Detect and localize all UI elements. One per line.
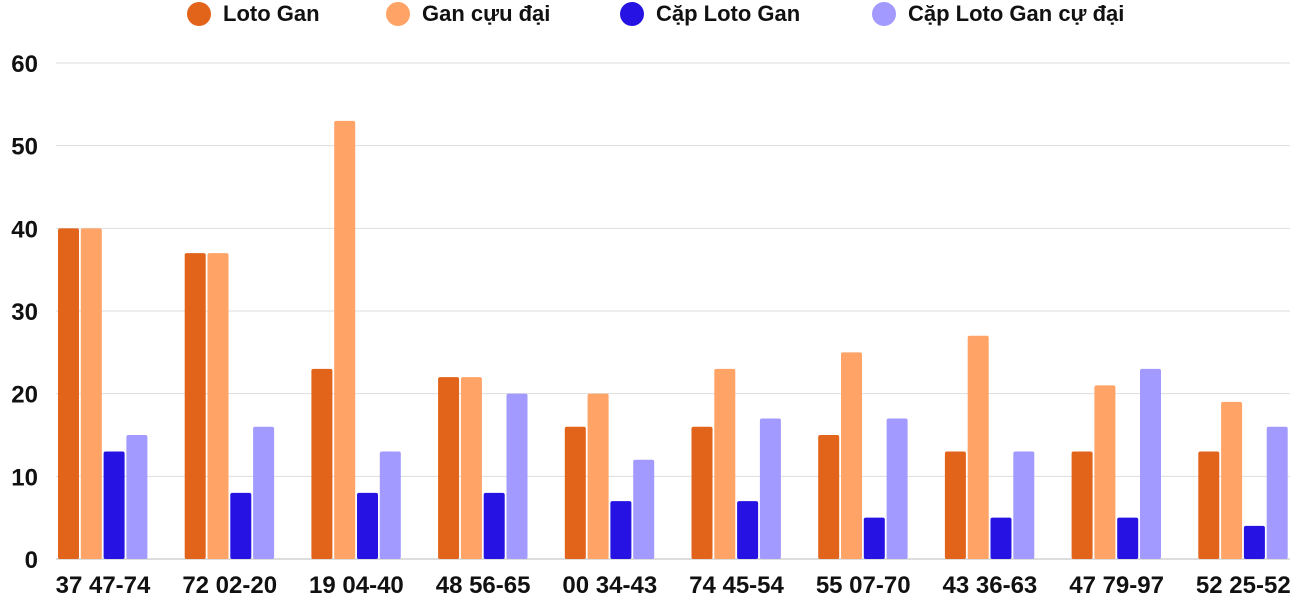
bar[interactable] <box>207 253 229 559</box>
bar[interactable] <box>737 501 759 559</box>
legend: Loto Gan Gan cựu đại Cặp Loto Gan Cặp Lo… <box>0 0 1300 30</box>
y-tick-label: 0 <box>25 547 38 574</box>
y-tick-label: 60 <box>11 51 38 78</box>
bar[interactable] <box>691 426 713 559</box>
legend-swatch <box>187 2 211 26</box>
bar[interactable] <box>841 352 862 559</box>
legend-item-cap-loto-gan[interactable]: Cặp Loto Gan <box>620 1 800 27</box>
x-tick-label: 43 36-63 <box>943 572 1038 599</box>
x-tick-label: 74 45-54 <box>689 572 784 599</box>
legend-label: Loto Gan <box>223 1 320 26</box>
bar[interactable] <box>1198 451 1220 559</box>
x-tick-label: 52 25-52 <box>1196 572 1291 599</box>
bar[interactable] <box>460 377 482 559</box>
bar[interactable] <box>886 418 908 559</box>
y-tick-label: 40 <box>11 216 38 243</box>
bar[interactable] <box>230 492 252 559</box>
bar[interactable] <box>357 492 378 559</box>
legend-label: Gan cựu đại <box>422 1 551 26</box>
bar[interactable] <box>80 228 102 560</box>
x-tick-label: 55 07-70 <box>816 572 911 599</box>
y-tick-label: 50 <box>11 134 38 161</box>
bar[interactable] <box>1013 451 1035 559</box>
bar[interactable] <box>610 501 632 559</box>
legend-label: Cặp Loto Gan <box>656 1 801 26</box>
bar[interactable] <box>506 393 528 559</box>
legend-swatch <box>386 2 410 26</box>
bar[interactable] <box>967 335 989 559</box>
bar[interactable] <box>564 426 586 559</box>
legend-swatch <box>620 2 644 26</box>
x-tick-label: 48 56-65 <box>436 572 531 599</box>
bar[interactable] <box>863 517 885 559</box>
bar[interactable] <box>334 120 356 559</box>
legend-item-gan-cuu-dai[interactable]: Gan cựu đại <box>386 1 550 27</box>
x-tick-label: 47 79-97 <box>1069 572 1164 599</box>
x-tick-label: 37 47-74 <box>56 572 151 599</box>
bar[interactable] <box>1071 451 1093 559</box>
bar[interactable] <box>1266 426 1288 559</box>
bar[interactable] <box>1117 517 1139 559</box>
bar[interactable] <box>818 435 840 559</box>
bar[interactable] <box>990 517 1012 559</box>
bar[interactable] <box>1221 401 1243 559</box>
legend-item-loto-gan[interactable]: Loto Gan <box>187 1 320 27</box>
bar[interactable] <box>944 451 966 559</box>
bar[interactable] <box>714 368 736 559</box>
y-tick-label: 30 <box>11 299 38 326</box>
bar[interactable] <box>438 377 460 559</box>
bar[interactable] <box>126 435 148 559</box>
x-tick-label: 00 34-43 <box>562 572 657 599</box>
y-tick-label: 10 <box>11 464 38 491</box>
legend-swatch <box>872 2 896 26</box>
bar[interactable] <box>58 228 79 560</box>
bar[interactable] <box>587 393 609 559</box>
x-tick-label: 19 04-40 <box>309 572 404 599</box>
bar[interactable] <box>1243 525 1265 559</box>
bar[interactable] <box>253 426 275 559</box>
legend-item-cap-loto-gan-cu-dai[interactable]: Cặp Loto Gan cự đại <box>872 1 1124 27</box>
bar[interactable] <box>1140 368 1161 559</box>
bar[interactable] <box>759 418 781 559</box>
bar[interactable] <box>1094 385 1116 559</box>
legend-label: Cặp Loto Gan cự đại <box>908 1 1125 26</box>
bar[interactable] <box>103 451 125 559</box>
y-tick-label: 20 <box>11 382 38 409</box>
bar[interactable] <box>184 253 206 559</box>
bar[interactable] <box>633 459 655 559</box>
x-tick-label: 72 02-20 <box>182 572 277 599</box>
bar[interactable] <box>379 451 401 559</box>
bar[interactable] <box>483 492 505 559</box>
bar[interactable] <box>311 368 333 559</box>
